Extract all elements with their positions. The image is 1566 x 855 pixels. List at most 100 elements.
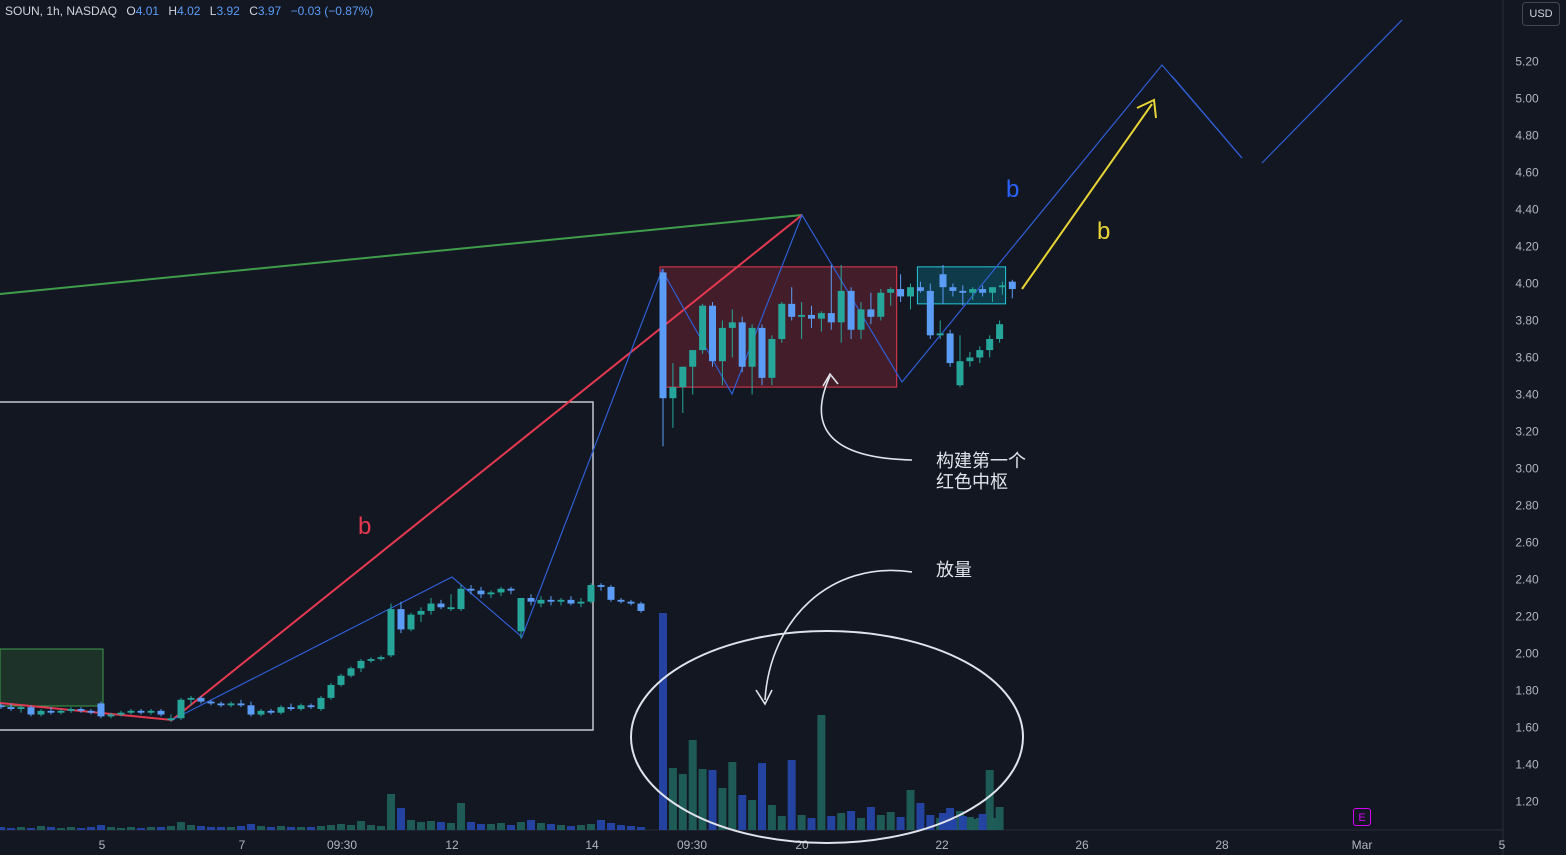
candle-body [407,614,415,630]
volume-bar [207,827,215,830]
candle-body [247,705,255,715]
candle-body [317,697,325,709]
volume-bar [0,827,5,830]
volume-bar [187,825,195,830]
candle-body [877,292,885,317]
green-trend-line [0,214,803,295]
candle-body [217,703,225,706]
y-tick-label: 3.20 [1515,425,1539,439]
volume-bar [866,807,875,830]
volume-bar [167,826,175,830]
volume-annotation: 放量 [936,560,972,580]
x-tick-label: 20 [795,838,809,852]
candle-body [577,601,585,604]
candle-body [267,710,275,713]
y-tick-label: 1.40 [1515,758,1539,772]
candle-body [758,327,766,378]
y-tick-label: 4.80 [1515,129,1539,143]
candle-body [689,350,697,367]
candle-body [497,588,505,593]
candle-body [699,305,707,351]
volume-bar [597,820,605,830]
candle-body [617,599,625,602]
y-tick-label: 4.40 [1515,203,1539,217]
candle-body [137,710,145,713]
volume-bar [107,827,115,830]
volume-bar [995,807,1004,830]
pivot-callout-arrow-head [822,372,839,387]
candle-body [827,313,835,323]
volume-bar [587,824,595,830]
volume-bar [17,827,25,830]
close-value: 3.97 [257,4,282,18]
volume-bar [57,828,65,830]
volume-bar [227,827,235,830]
open-value: 4.01 [135,4,160,18]
candle-body [487,592,495,595]
candle-body [659,272,667,399]
currency-button[interactable]: USD [1522,2,1560,26]
candle-body [147,710,155,713]
volume-bar [507,825,515,830]
candle-body [996,324,1004,339]
candle-body [327,684,335,698]
volume-bar [127,827,135,830]
price-axis-panel [1503,0,1566,855]
volume-bar [237,826,245,830]
volume-bar [27,828,35,830]
volume-bar [557,825,565,830]
volume-bar [247,824,255,830]
volume-bar [637,827,645,830]
volume-bar [197,826,205,830]
y-tick-label: 2.80 [1515,499,1539,513]
candle-body [669,387,677,399]
volume-bar [876,815,885,830]
volume-bar [137,828,145,830]
volume-bar [748,800,757,830]
volume-bar [357,821,365,830]
y-tick-label: 3.60 [1515,351,1539,365]
candle-body [986,339,994,351]
candle-body [959,290,967,293]
y-tick-label: 4.20 [1515,240,1539,254]
candle-body [277,707,285,713]
volume-bar [437,822,445,830]
yellow-arrow-head [1136,98,1157,119]
volume-bar [477,824,485,830]
candle-body [417,610,425,615]
candle-body [117,712,125,715]
volume-bar [968,819,977,830]
candle-body [387,609,395,656]
volume-bar [47,827,55,830]
y-tick-label: 2.00 [1515,647,1539,661]
volume-bar [728,762,737,830]
candle-body [798,314,806,317]
candle-body [627,601,635,604]
candle-body [467,588,475,591]
volume-bar [77,828,85,830]
volume-bar [267,827,275,830]
candle-body [587,585,595,602]
volume-bar [157,827,165,830]
candle-body [1008,281,1016,290]
volume-bar [758,763,766,830]
volume-bar [698,769,707,830]
candle-body [527,598,535,602]
y-tick-label: 2.60 [1515,536,1539,550]
volume-bar [797,815,806,830]
candle-body [837,290,845,323]
x-tick-label: 22 [935,838,949,852]
volume-highlight-ellipse [630,630,1024,844]
volume-bar [87,827,95,830]
candle-body [709,305,716,362]
candle-body [457,588,465,610]
volume-bar [837,813,846,830]
y-tick-label: 4.60 [1515,166,1539,180]
low-value: 3.92 [216,4,240,18]
volume-bar [277,826,285,830]
earnings-event-icon[interactable]: E [1353,808,1371,826]
y-tick-label: 3.00 [1515,462,1539,476]
candle-body [557,599,565,602]
pivot-callout-arrow [820,375,913,461]
